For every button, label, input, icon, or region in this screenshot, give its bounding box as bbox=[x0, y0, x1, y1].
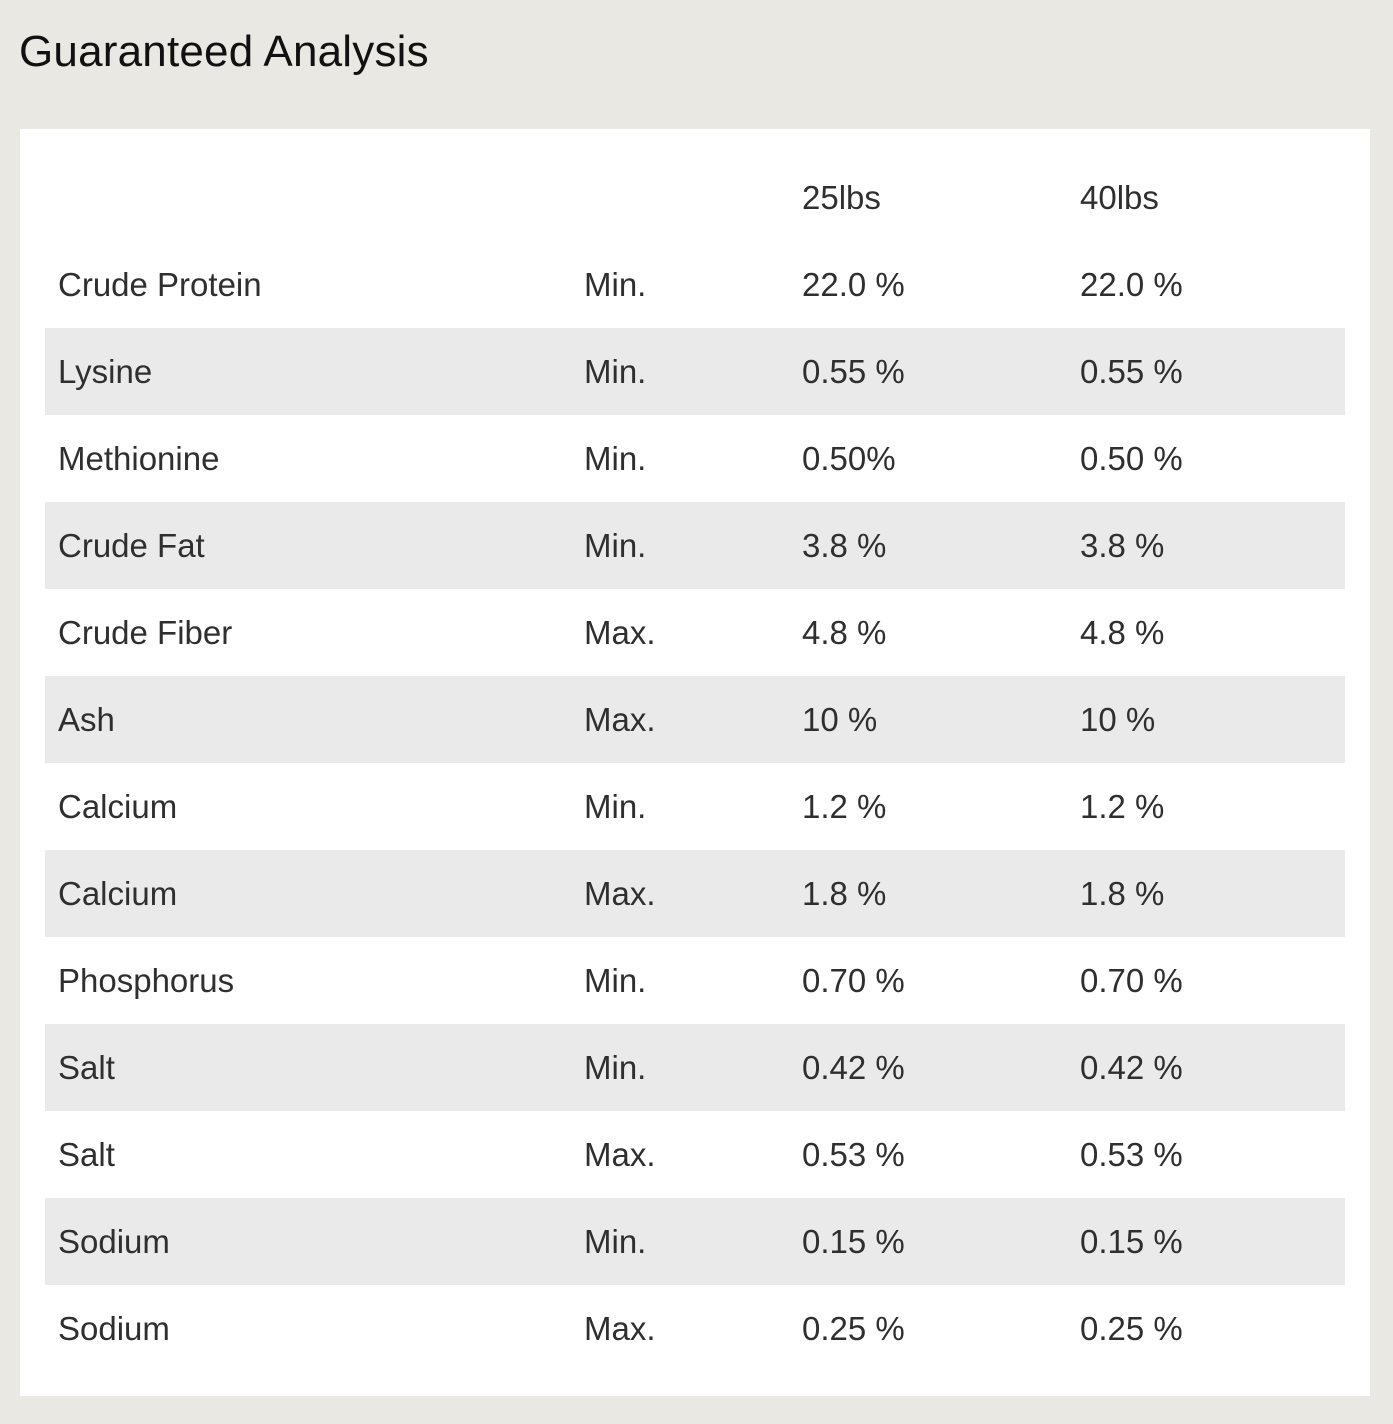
nutrient-cell: Sodium bbox=[45, 1198, 571, 1285]
qualifier-cell: Max. bbox=[584, 613, 656, 651]
header-row: 25lbs 40lbs bbox=[45, 154, 1345, 241]
header-25lbs: 25lbs bbox=[802, 178, 881, 216]
nutrient-cell: Lysine bbox=[45, 328, 571, 415]
nutrient-cell: Sodium bbox=[58, 1309, 170, 1347]
table-row: Crude Fiber Max. 4.8 % 4.8 % bbox=[45, 589, 1345, 676]
value-25lbs-cell: 4.8 % bbox=[802, 613, 887, 651]
value-25lbs-cell: 0.25 % bbox=[802, 1309, 905, 1347]
table-row: Methionine Min. 0.50% 0.50 % bbox=[45, 415, 1345, 502]
value-40lbs-cell: 0.50 % bbox=[1080, 439, 1183, 477]
value-40lbs-cell: 0.55 % bbox=[1067, 328, 1345, 415]
table-row: Lysine Min. 0.55 % 0.55 % bbox=[45, 328, 1345, 415]
table-row: Calcium Max. 1.8 % 1.8 % bbox=[45, 850, 1345, 937]
table-row: Salt Min. 0.42 % 0.42 % bbox=[45, 1024, 1345, 1111]
nutrient-cell: Salt bbox=[58, 1135, 115, 1173]
qualifier-cell: Min. bbox=[571, 502, 789, 589]
nutrient-cell: Crude Protein bbox=[58, 265, 262, 303]
header-qualifier bbox=[571, 154, 789, 241]
value-25lbs-cell: 0.42 % bbox=[789, 1024, 1067, 1111]
value-25lbs-cell: 0.55 % bbox=[789, 328, 1067, 415]
value-40lbs-cell: 0.15 % bbox=[1067, 1198, 1345, 1285]
table-row: Phosphorus Min. 0.70 % 0.70 % bbox=[45, 937, 1345, 1024]
table-row: Crude Protein Min. 22.0 % 22.0 % bbox=[45, 241, 1345, 328]
value-40lbs-cell: 22.0 % bbox=[1080, 265, 1183, 303]
value-25lbs-cell: 22.0 % bbox=[802, 265, 905, 303]
value-25lbs-cell: 0.70 % bbox=[802, 961, 905, 999]
guaranteed-analysis-table: 25lbs 40lbs Crude Protein Min. 22.0 % 22.0 … bbox=[45, 154, 1345, 1372]
value-25lbs-cell: 0.15 % bbox=[789, 1198, 1067, 1285]
value-25lbs-cell: 0.50% bbox=[802, 439, 896, 477]
value-40lbs-cell: 4.8 % bbox=[1080, 613, 1165, 651]
qualifier-cell: Min. bbox=[584, 961, 647, 999]
value-25lbs-cell: 3.8 % bbox=[789, 502, 1067, 589]
nutrient-cell: Phosphorus bbox=[58, 961, 235, 999]
table-row: Ash Max. 10 % 10 % bbox=[45, 676, 1345, 763]
table-row: Calcium Min. 1.2 % 1.2 % bbox=[45, 763, 1345, 850]
value-40lbs-cell: 0.25 % bbox=[1080, 1309, 1183, 1347]
table-row: Sodium Max. 0.25 % 0.25 % bbox=[45, 1285, 1345, 1372]
nutrient-cell: Calcium bbox=[58, 787, 178, 825]
table-row: Salt Max. 0.53 % 0.53 % bbox=[45, 1111, 1345, 1198]
table-row: Crude Fat Min. 3.8 % 3.8 % bbox=[45, 502, 1345, 589]
page-title: Guaranteed Analysis bbox=[19, 27, 429, 76]
qualifier-cell: Min. bbox=[571, 328, 789, 415]
nutrient-cell: Methionine bbox=[58, 439, 220, 477]
value-25lbs-cell: 1.2 % bbox=[802, 787, 887, 825]
nutrient-cell: Calcium bbox=[45, 850, 571, 937]
qualifier-cell: Max. bbox=[571, 676, 789, 763]
nutrient-cell: Salt bbox=[45, 1024, 571, 1111]
qualifier-cell: Min. bbox=[584, 439, 647, 477]
value-40lbs-cell: 10 % bbox=[1067, 676, 1345, 763]
value-25lbs-cell: 10 % bbox=[789, 676, 1067, 763]
value-25lbs-cell: 0.53 % bbox=[802, 1135, 905, 1173]
table-header: 25lbs 40lbs bbox=[45, 154, 1345, 241]
table-body: Crude Protein Min. 22.0 % 22.0 % Lysine Min. 0… bbox=[45, 241, 1345, 1372]
value-40lbs-cell: 0.42 % bbox=[1067, 1024, 1345, 1111]
nutrient-cell: Crude Fat bbox=[45, 502, 571, 589]
nutrient-cell: Crude Fiber bbox=[58, 613, 233, 651]
qualifier-cell: Max. bbox=[571, 850, 789, 937]
value-40lbs-cell: 0.53 % bbox=[1080, 1135, 1183, 1173]
header-nutrient bbox=[45, 154, 571, 241]
value-40lbs-cell: 3.8 % bbox=[1067, 502, 1345, 589]
nutrient-cell: Ash bbox=[45, 676, 571, 763]
qualifier-cell: Min. bbox=[584, 265, 647, 303]
value-40lbs-cell: 1.8 % bbox=[1067, 850, 1345, 937]
qualifier-cell: Max. bbox=[584, 1135, 656, 1173]
value-40lbs-cell: 1.2 % bbox=[1080, 787, 1165, 825]
value-40lbs-cell: 0.70 % bbox=[1080, 961, 1183, 999]
qualifier-cell: Min. bbox=[571, 1024, 789, 1111]
qualifier-cell: Max. bbox=[584, 1309, 656, 1347]
qualifier-cell: Min. bbox=[571, 1198, 789, 1285]
value-25lbs-cell: 1.8 % bbox=[789, 850, 1067, 937]
header-40lbs: 40lbs bbox=[1080, 178, 1159, 216]
analysis-card: 25lbs 40lbs Crude Protein Min. 22.0 % 22.0 … bbox=[20, 129, 1370, 1396]
qualifier-cell: Min. bbox=[584, 787, 647, 825]
table-row: Sodium Min. 0.15 % 0.15 % bbox=[45, 1198, 1345, 1285]
